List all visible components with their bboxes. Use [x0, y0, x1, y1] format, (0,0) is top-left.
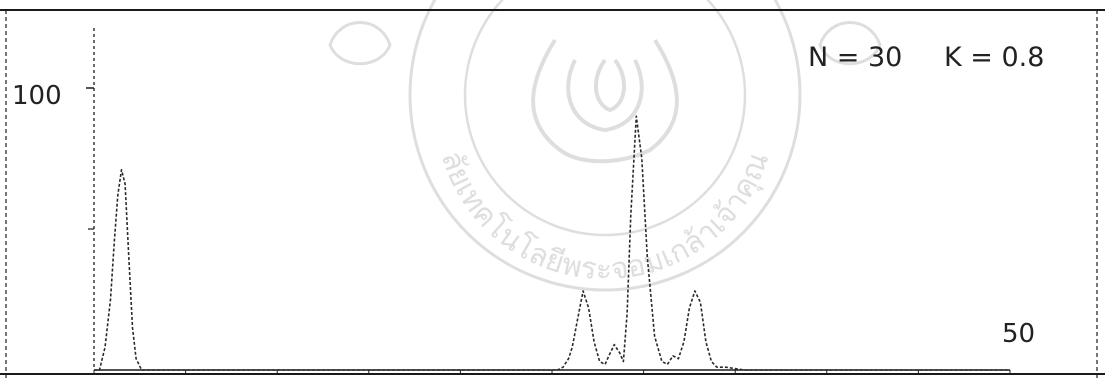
x-tick-label-50: 50 [1002, 319, 1035, 349]
watermark-inner-ring [463, 0, 747, 237]
watermark-emblem [531, 38, 679, 164]
watermark-lotus-right [818, 21, 882, 66]
plot-frame [0, 9, 1105, 380]
annotation-k: K = 0.8 [944, 42, 1044, 73]
watermark-seal: วิทยาลัยเทคโนโลยีพระจอมเกล้าเจ้าคุณทหาร [0, 0, 882, 292]
axis-ticks [86, 87, 1011, 375]
watermark-lotus-left [328, 21, 392, 66]
series-traces [94, 115, 1010, 371]
y-tick-label-100: 100 [12, 81, 62, 111]
series-line-0 [94, 115, 1010, 371]
watermark-outer-ring [408, 0, 802, 292]
annotation-n: N = 30 [808, 42, 902, 73]
